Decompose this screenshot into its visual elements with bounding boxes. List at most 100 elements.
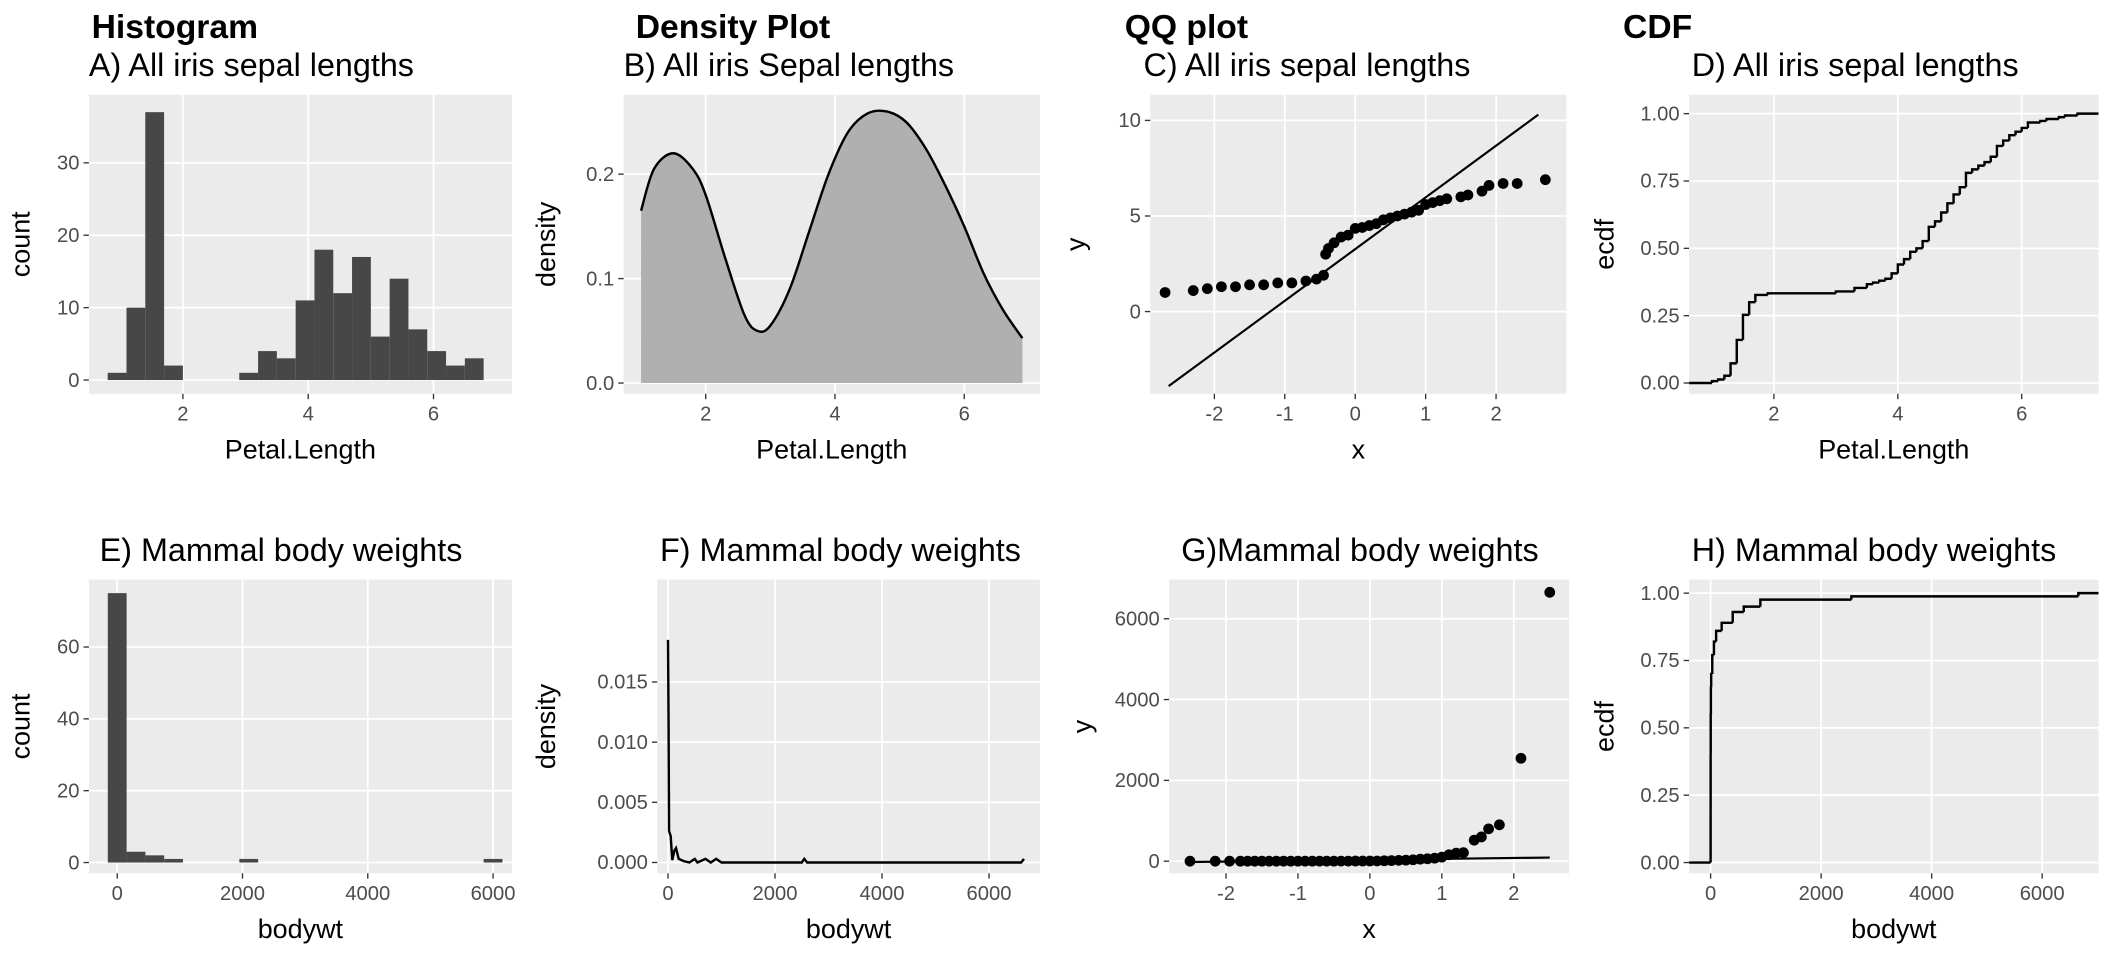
step bbox=[2039, 119, 2047, 123]
step bbox=[2001, 139, 2010, 146]
y-axis-title: ecdf bbox=[1590, 218, 1620, 269]
bar bbox=[427, 351, 447, 381]
x-axis-title: bodywt bbox=[806, 914, 892, 944]
step bbox=[1902, 257, 1911, 265]
y-tick-label: 0.50 bbox=[1640, 718, 1679, 740]
point bbox=[1497, 178, 1509, 189]
y-axis-title: ecdf bbox=[1590, 701, 1620, 752]
y-tick-label: 20 bbox=[57, 225, 79, 247]
x-tick-label: 6 bbox=[2016, 404, 2027, 426]
heading: CDF bbox=[1623, 9, 1692, 46]
y-tick-label: 0.000 bbox=[597, 852, 648, 874]
y-tick-label: 5 bbox=[1130, 206, 1141, 228]
step bbox=[1977, 164, 1985, 170]
x-tick-label: 4000 bbox=[1909, 883, 1954, 905]
x-tick-label: -1 bbox=[1276, 404, 1294, 426]
point bbox=[1286, 277, 1298, 289]
heading: Density Plot bbox=[636, 9, 831, 46]
panel-background bbox=[88, 579, 512, 874]
x-tick-label: 2 bbox=[700, 404, 711, 426]
y-tick-label: 0 bbox=[1130, 301, 1141, 323]
step bbox=[1952, 193, 1960, 204]
data-layer bbox=[107, 112, 484, 381]
bar bbox=[145, 112, 165, 381]
step bbox=[1720, 621, 1733, 631]
step bbox=[1884, 277, 1892, 281]
step bbox=[1995, 144, 2004, 157]
step bbox=[1714, 629, 1722, 642]
x-tick-label: 0 bbox=[1350, 404, 1361, 426]
step bbox=[1742, 605, 1761, 612]
x-tick-label: 4000 bbox=[860, 883, 905, 905]
step bbox=[2020, 126, 2028, 132]
heading: Histogram bbox=[92, 9, 258, 46]
point bbox=[1201, 283, 1213, 295]
step bbox=[1933, 220, 1942, 227]
reference-line bbox=[1167, 113, 1539, 388]
density-area bbox=[641, 110, 1023, 384]
y-tick-label: 6000 bbox=[1115, 608, 1160, 630]
x-tick-label: 0 bbox=[1364, 883, 1375, 905]
point bbox=[1494, 819, 1505, 831]
y-tick-label: 0.75 bbox=[1640, 171, 1679, 193]
y-axis-title: density bbox=[531, 683, 561, 769]
point bbox=[1159, 287, 1171, 298]
panel-title: F) Mammal body weights bbox=[660, 532, 1021, 568]
step bbox=[1890, 272, 1898, 279]
point bbox=[1318, 269, 1329, 281]
bar bbox=[370, 336, 390, 381]
step bbox=[2045, 117, 2059, 121]
step bbox=[1946, 202, 1954, 213]
panel-background bbox=[1689, 579, 2099, 874]
y-tick-label: 30 bbox=[57, 153, 79, 175]
y-tick-label: 0.015 bbox=[597, 672, 648, 694]
step bbox=[1865, 282, 1874, 288]
x-tick-label: 4 bbox=[1892, 404, 1903, 426]
panel-title: G)Mammal body weights bbox=[1181, 532, 1538, 568]
x-axis-title: bodywt bbox=[1851, 914, 1937, 944]
bar bbox=[258, 351, 277, 381]
panel-title: D) All iris sepal lengths bbox=[1692, 47, 2019, 83]
y-tick-label: 0.005 bbox=[597, 792, 648, 814]
bar bbox=[333, 293, 353, 381]
step bbox=[2077, 591, 2099, 597]
y-tick-label: 0.2 bbox=[586, 164, 614, 186]
bar bbox=[295, 300, 315, 381]
point bbox=[1244, 279, 1255, 291]
point bbox=[1184, 855, 1196, 867]
data-layer bbox=[1159, 113, 1551, 388]
x-tick-label: 4000 bbox=[345, 883, 390, 905]
x-tick-label: 2 bbox=[1508, 883, 1519, 905]
bar bbox=[239, 858, 259, 863]
bar bbox=[276, 358, 296, 381]
y-tick-label: 0.00 bbox=[1640, 852, 1679, 874]
bar bbox=[314, 249, 334, 381]
y-axis-title: count bbox=[6, 211, 36, 277]
x-tick-label: 2 bbox=[177, 404, 188, 426]
y-tick-label: 0 bbox=[68, 852, 79, 874]
y-tick-label: 0 bbox=[68, 370, 79, 392]
y-tick-label: 0.50 bbox=[1640, 238, 1679, 260]
x-tick-label: 6 bbox=[959, 404, 970, 426]
bar bbox=[145, 855, 165, 863]
x-tick-label: 6 bbox=[428, 404, 439, 426]
x-tick-label: 1 bbox=[1420, 404, 1431, 426]
y-tick-label: 0.1 bbox=[586, 268, 614, 290]
x-axis-title: x bbox=[1362, 914, 1376, 944]
point bbox=[1224, 855, 1235, 867]
y-tick-label: 0 bbox=[1148, 851, 1159, 873]
panel-title: H) Mammal body weights bbox=[1692, 532, 2057, 568]
point bbox=[1230, 281, 1241, 293]
point bbox=[1483, 180, 1495, 191]
x-axis-title: bodywt bbox=[258, 914, 344, 944]
y-tick-label: 1.00 bbox=[1640, 103, 1679, 125]
step bbox=[2076, 112, 2099, 116]
step bbox=[1759, 598, 1852, 607]
step bbox=[1716, 378, 1725, 382]
bar bbox=[352, 256, 371, 381]
x-axis-title: Petal.Length bbox=[1818, 434, 1969, 464]
bar bbox=[164, 365, 183, 381]
point bbox=[1544, 586, 1556, 598]
point bbox=[1258, 279, 1270, 291]
